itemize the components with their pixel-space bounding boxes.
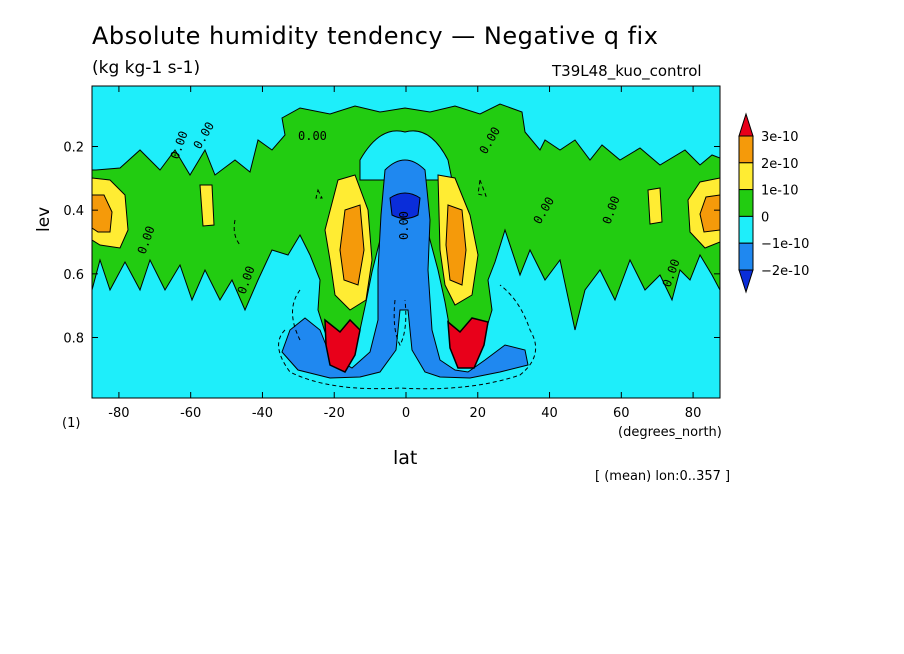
y-axis-unit: (1) xyxy=(62,416,81,431)
colorbar-label: −2e-10 xyxy=(761,264,809,279)
colorbar-label: 3e-10 xyxy=(761,130,799,145)
colorbar-swatch xyxy=(738,215,754,244)
x-tick-label: -20 xyxy=(324,406,345,421)
negative-contours xyxy=(233,179,537,390)
colorbar-label: 1e-10 xyxy=(761,184,799,199)
x-axis-label: lat xyxy=(393,447,418,469)
field-region-orange-ne xyxy=(445,204,467,286)
y-axis: 0.2 0.4 0.6 0.8 xyxy=(63,140,720,347)
field-region-red-south xyxy=(324,318,361,373)
chart-units: (kg kg-1 s-1) xyxy=(92,58,201,78)
colorbar-swatch-max xyxy=(738,112,754,137)
field-region-yellow-small-2 xyxy=(647,187,663,225)
contour-label: 0.00 xyxy=(397,211,411,240)
x-tick-label: 0 xyxy=(402,406,410,421)
field-region-blue-center xyxy=(281,159,529,379)
field-region-orange-west xyxy=(92,194,113,233)
field-region-darkblue-core xyxy=(389,192,421,219)
field-region-yellow-small-1 xyxy=(199,184,215,227)
x-tick-label: -40 xyxy=(252,406,273,421)
field-region-orange-sw xyxy=(339,204,365,286)
y-tick-label: 0.2 xyxy=(63,140,84,155)
run-label: T39L48_kuo_control xyxy=(552,62,702,80)
x-tick-label: -80 xyxy=(108,406,129,421)
colorbar: 3e-10 2e-10 1e-10 0 −1e-10 −2e-10 xyxy=(738,112,809,294)
y-tick-label: 0.8 xyxy=(63,332,84,347)
x-axis: -80 -60 -40 -20 0 20 40 60 80 xyxy=(108,86,701,421)
x-tick-label: 20 xyxy=(469,406,486,421)
x-axis-unit: (degrees_north) xyxy=(618,425,722,440)
chart-title: Absolute humidity tendency — Negative q … xyxy=(92,22,659,50)
colorbar-label: 0 xyxy=(761,210,769,225)
colorbar-swatch xyxy=(738,189,754,217)
plot-area xyxy=(92,86,720,398)
x-tick-label: 40 xyxy=(541,406,558,421)
x-tick-label: 60 xyxy=(613,406,630,421)
y-tick-label: 0.6 xyxy=(63,268,84,283)
field-region-green xyxy=(92,103,720,356)
footnote: [ (mean) lon:0..357 ] xyxy=(595,469,731,484)
field-region-orange-east xyxy=(699,194,720,233)
colorbar-swatch xyxy=(738,242,754,271)
contour-label: 0.00 xyxy=(298,129,327,143)
y-tick-label: 0.4 xyxy=(63,204,84,219)
x-tick-label: -60 xyxy=(180,406,201,421)
colorbar-swatch xyxy=(738,162,754,191)
colorbar-label: −1e-10 xyxy=(761,237,809,252)
field-region-red-north xyxy=(447,317,489,369)
colorbar-label: 2e-10 xyxy=(761,157,799,172)
colorbar-swatch-min xyxy=(738,269,754,294)
x-tick-label: 80 xyxy=(685,406,702,421)
colorbar-swatch xyxy=(738,135,754,164)
field-region-cyan-center xyxy=(359,130,453,181)
